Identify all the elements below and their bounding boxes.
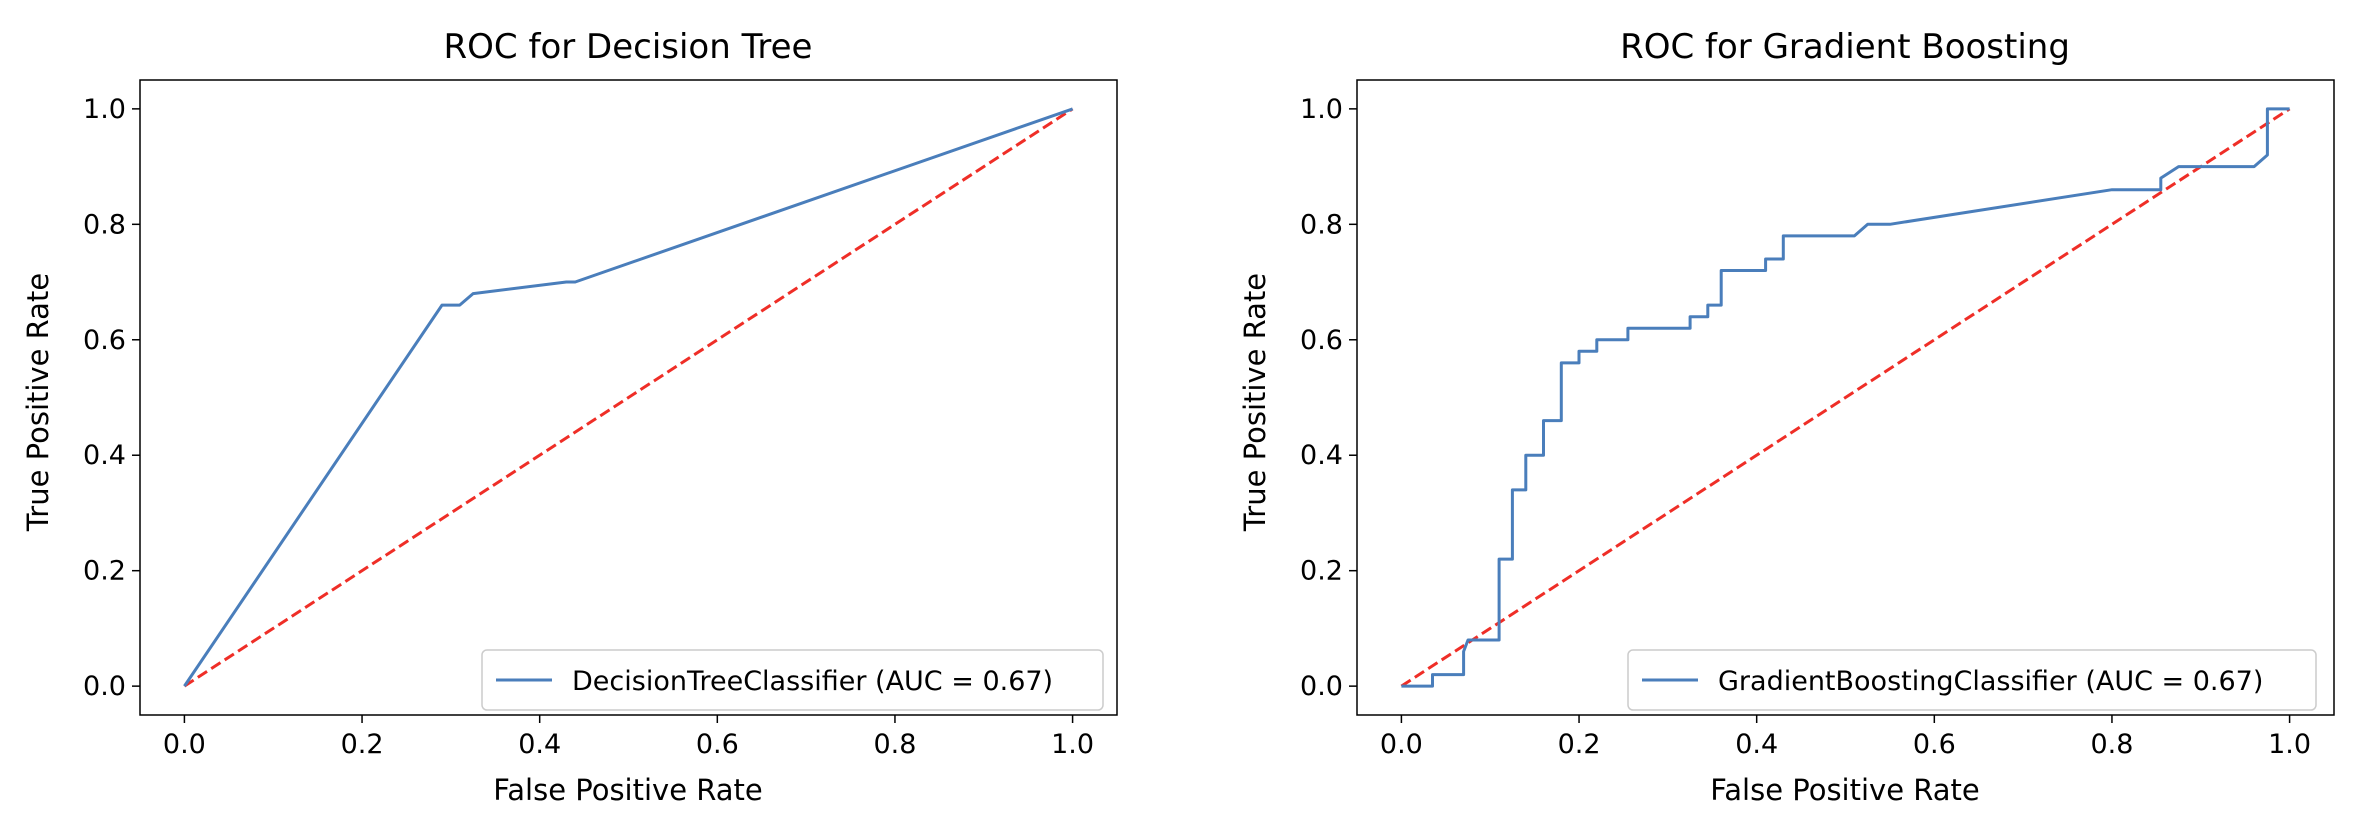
x-tick-label: 0.8 (873, 729, 916, 760)
chance-diagonal-line (1400, 107, 2291, 688)
axes-frame (1356, 79, 2335, 716)
y-tick-label: 0.0 (1300, 671, 1343, 702)
axes-layer: 0.0 0.2 0.4 0.6 0.8 1.0 0.0 0.2 0.4 0.6 0.8 1.0 (1300, 79, 2335, 760)
chance-diagonal-line (183, 107, 1074, 688)
roc-chart-decision-tree: ROC for Decision Tree False Positive Rat… (21, 27, 1118, 807)
axes-layer: 0.0 0.2 0.4 0.6 0.8 1.0 0.0 0.2 0.4 0.6 0.8 1.0 (83, 79, 1118, 760)
axes-frame (139, 79, 1118, 716)
x-tick-label: 0.6 (696, 729, 739, 760)
x-axis-label: False Positive Rate (493, 773, 763, 807)
plot-layer (183, 107, 1074, 688)
legend-label: GradientBoostingClassifier (AUC = 0.67) (1718, 666, 2263, 697)
legend-label: DecisionTreeClassifier (AUC = 0.67) (572, 666, 1053, 697)
x-tick-label: 1.0 (1051, 729, 1094, 760)
roc-curve-line (183, 107, 1074, 687)
roc-curve-line (1401, 107, 2290, 688)
y-tick-label: 0.2 (1300, 556, 1343, 587)
y-tick-label: 0.8 (1300, 209, 1343, 240)
x-tick-label: 0.4 (518, 729, 561, 760)
plot-layer (1400, 107, 2291, 688)
x-tick-label: 0.4 (1735, 729, 1778, 760)
x-tick-label: 0.0 (163, 729, 206, 760)
y-tick-label: 0.6 (83, 325, 126, 356)
y-tick-label: 1.0 (83, 94, 126, 125)
y-tick-label: 0.8 (83, 209, 126, 240)
x-tick-label: 0.8 (2090, 729, 2133, 760)
x-tick-label: 0.6 (1913, 729, 1956, 760)
y-tick-label: 0.4 (1300, 440, 1343, 471)
x-axis-label: False Positive Rate (1710, 773, 1980, 807)
y-axis-label: True Positive Rate (21, 273, 55, 532)
y-tick-label: 1.0 (1300, 94, 1343, 125)
y-axis-label: True Positive Rate (1238, 273, 1272, 532)
y-tick-label: 0.0 (83, 671, 126, 702)
chart-title: ROC for Gradient Boosting (1620, 27, 2070, 67)
legend-box (1627, 649, 2317, 711)
y-tick-label: 0.4 (83, 440, 126, 471)
legend: GradientBoostingClassifier (AUC = 0.67) (1627, 649, 2317, 711)
y-tick-label: 0.6 (1300, 325, 1343, 356)
roc-chart-gradient-boosting: ROC for Gradient Boosting False Positive… (1238, 27, 2335, 807)
y-tick-label: 0.2 (83, 556, 126, 587)
x-tick-label: 0.0 (1380, 729, 1423, 760)
legend: DecisionTreeClassifier (AUC = 0.67) (481, 649, 1104, 711)
x-tick-label: 0.2 (341, 729, 384, 760)
x-tick-label: 0.2 (1558, 729, 1601, 760)
legend-box (481, 649, 1104, 711)
chart-title: ROC for Decision Tree (444, 27, 813, 67)
x-tick-label: 1.0 (2268, 729, 2311, 760)
